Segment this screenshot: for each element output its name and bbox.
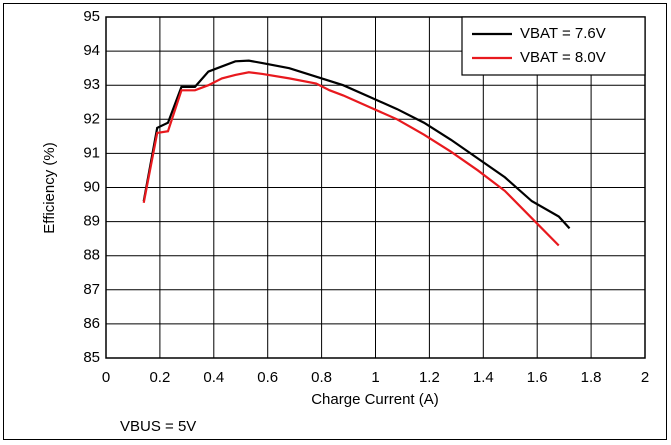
series-line: [142, 71, 560, 247]
x-tick-label: 1.6: [527, 369, 548, 386]
x-tick-label: 0.2: [149, 369, 170, 386]
x-axis-label: Charge Current (A): [311, 391, 439, 408]
x-tick-label: 0.4: [203, 369, 224, 386]
y-tick-label: 94: [83, 42, 100, 59]
y-tick-label: 88: [83, 247, 100, 264]
x-tick-label: 1: [371, 369, 379, 386]
y-tick-label: 86: [83, 315, 100, 332]
x-tick-label: 2: [641, 369, 649, 386]
series-line: [142, 59, 571, 230]
y-tick-label: 89: [83, 213, 100, 230]
y-tick-label: 87: [83, 281, 100, 298]
y-tick-label: 95: [83, 8, 100, 25]
annotation: VBUS = 5V: [120, 418, 196, 435]
y-axis-label: Efficiency (%): [41, 142, 58, 233]
frame: [3, 3, 667, 440]
y-tick-label: 90: [83, 178, 100, 195]
legend-label: VBAT = 8.0V: [520, 49, 606, 66]
x-tick-label: 0.6: [257, 369, 278, 386]
legend-label: VBAT = 7.6V: [520, 25, 606, 42]
x-tick-label: 1.4: [473, 369, 494, 386]
y-tick-label: 92: [83, 110, 100, 127]
x-tick-label: 1.2: [419, 369, 440, 386]
y-tick-label: 93: [83, 76, 100, 93]
legend-box: [461, 16, 646, 76]
x-tick-label: 0.8: [311, 369, 332, 386]
y-tick-label: 91: [83, 144, 100, 161]
x-tick-label: 1.8: [581, 369, 602, 386]
y-tick-label: 85: [83, 349, 100, 366]
x-tick-label: 0: [102, 369, 110, 386]
